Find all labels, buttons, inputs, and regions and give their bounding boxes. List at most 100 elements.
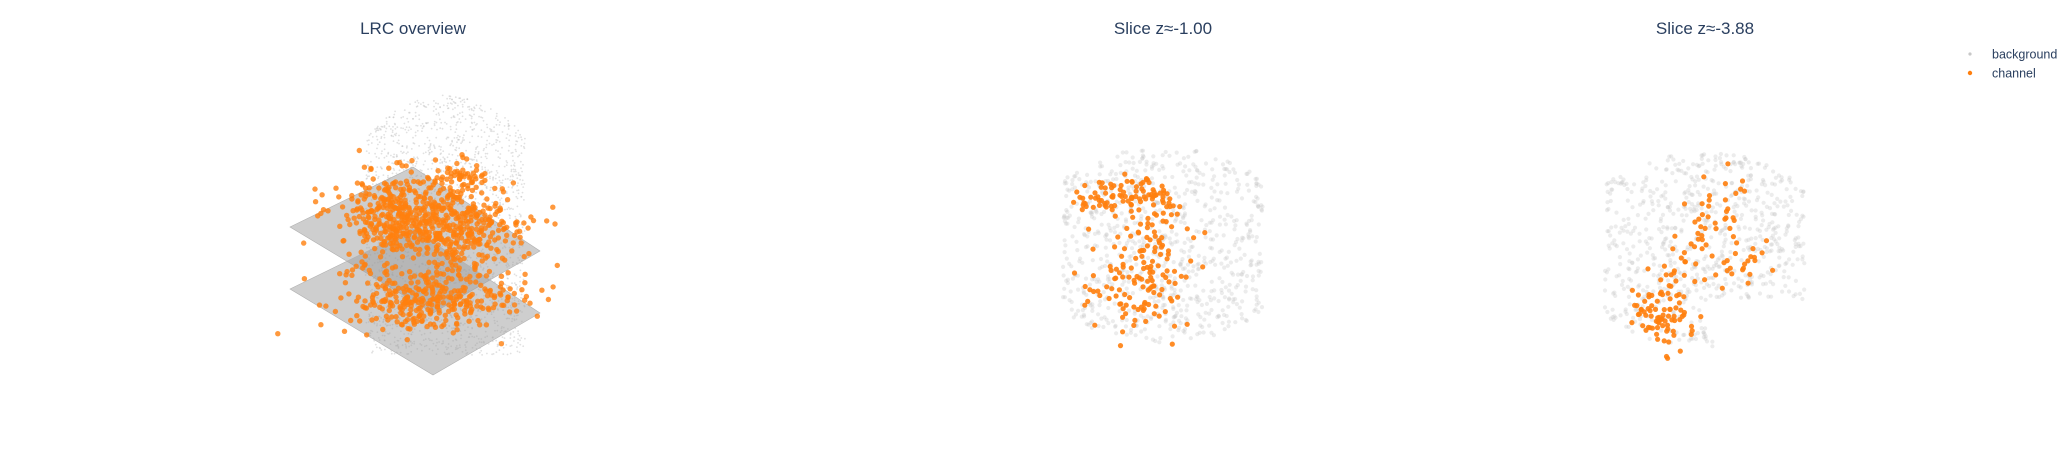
background-point: [473, 158, 475, 161]
background-point: [1684, 195, 1689, 200]
background-point: [1132, 250, 1137, 255]
background-point: [1092, 231, 1098, 236]
background-point: [431, 162, 434, 165]
background-point: [1773, 175, 1778, 180]
channel-point: [1090, 273, 1096, 279]
background-point: [481, 168, 484, 171]
channel-point: [479, 190, 485, 196]
background-point: [1189, 179, 1194, 185]
background-point: [1123, 324, 1128, 329]
background-point: [1179, 248, 1184, 253]
channel-point: [448, 174, 454, 180]
background-point: [1064, 193, 1069, 199]
background-point: [456, 136, 458, 139]
channel-point: [1090, 246, 1096, 252]
channel-point: [457, 293, 464, 299]
background-point: [465, 195, 467, 198]
channel-point: [1130, 214, 1136, 220]
background-point: [463, 101, 466, 104]
channel-point: [419, 295, 426, 302]
background-point: [1800, 193, 1805, 199]
background-point: [1709, 275, 1714, 280]
background-point: [1608, 233, 1613, 238]
background-point: [1647, 236, 1652, 241]
background-point: [427, 103, 430, 106]
background-point: [1244, 221, 1249, 226]
channel-point: [360, 238, 367, 245]
background-point: [1645, 250, 1650, 255]
background-point: [475, 124, 477, 126]
background-point: [1181, 156, 1186, 161]
slice-2-background-points: [1602, 151, 1807, 349]
background-point: [1719, 160, 1724, 165]
background-point: [1635, 269, 1640, 274]
background-point: [1737, 237, 1742, 242]
background-point: [1210, 237, 1216, 242]
background-point: [1114, 199, 1119, 204]
channel-point: [416, 251, 422, 257]
channel-point: [463, 298, 470, 304]
background-point: [1663, 196, 1668, 201]
overview-channel-points: [275, 147, 560, 347]
channel-point: [469, 179, 476, 186]
background-point: [1798, 189, 1804, 194]
channel-point: [346, 291, 352, 297]
background-point: [421, 122, 424, 125]
background-point: [1675, 167, 1680, 172]
background-point: [1195, 168, 1200, 173]
channel-point: [351, 215, 357, 221]
channel-point: [1691, 244, 1698, 250]
channel-point: [420, 199, 426, 205]
channel-point: [466, 235, 472, 241]
background-point: [498, 190, 501, 192]
channel-point: [1177, 204, 1183, 210]
channel-point: [1171, 268, 1178, 274]
channel-point: [466, 294, 473, 300]
channel-point: [367, 223, 374, 229]
channel-point: [506, 309, 513, 315]
background-point: [1222, 166, 1227, 172]
background-point: [422, 152, 425, 155]
background-point: [1657, 227, 1662, 232]
background-point: [365, 150, 368, 153]
background-point: [1154, 287, 1159, 292]
channel-point: [341, 328, 348, 334]
channel-point: [376, 221, 382, 227]
channel-point: [1104, 284, 1110, 290]
background-point: [1746, 199, 1751, 204]
background-point: [405, 131, 408, 134]
background-point: [1229, 214, 1234, 219]
background-point: [1208, 298, 1213, 303]
background-point: [414, 111, 417, 114]
background-point: [1658, 216, 1664, 221]
background-point: [1062, 286, 1067, 291]
background-point: [1159, 283, 1164, 288]
channel-point: [457, 170, 463, 176]
channel-point: [454, 321, 460, 328]
background-point: [400, 127, 402, 129]
background-point: [455, 158, 458, 161]
background-point: [1249, 262, 1254, 267]
background-point: [471, 159, 474, 162]
background-point: [1253, 239, 1258, 244]
channel-point: [451, 300, 457, 307]
background-point: [484, 110, 486, 113]
background-point: [1761, 200, 1766, 205]
background-point: [1702, 152, 1707, 157]
channel-point: [356, 147, 362, 154]
background-point: [1643, 239, 1648, 244]
channel-point: [365, 214, 371, 220]
background-point: [1243, 284, 1249, 289]
channel-point: [1106, 295, 1112, 302]
channel-point: [393, 294, 399, 300]
background-point: [1711, 179, 1716, 184]
background-point: [1651, 208, 1656, 213]
background-point: [461, 103, 464, 106]
channel-point: [1158, 244, 1165, 250]
background-point: [387, 174, 389, 177]
background-point: [1699, 280, 1704, 285]
background-point: [498, 349, 501, 352]
channel-point: [448, 239, 454, 245]
slice-1-channel-points: [1071, 171, 1208, 349]
channel-point: [499, 218, 505, 224]
